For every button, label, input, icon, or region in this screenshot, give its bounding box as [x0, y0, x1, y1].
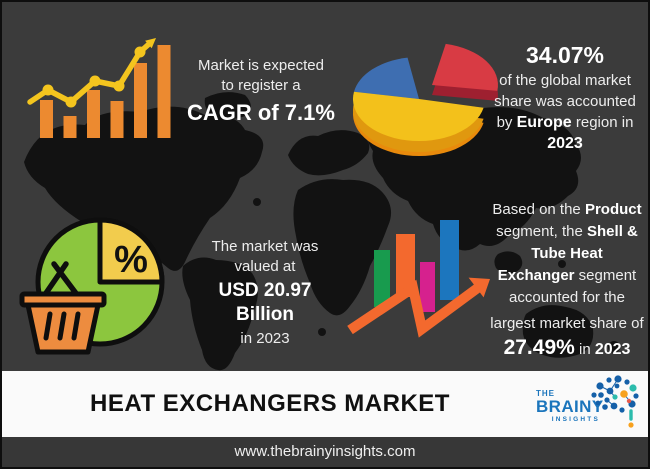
- regional-share-pie-chart: [352, 43, 498, 157]
- cagr-statement: Market is expected to register a CAGR of…: [183, 56, 339, 126]
- brain-dot-teal2: [612, 394, 618, 400]
- logo-word-brainy: BRAINY: [536, 397, 604, 416]
- brain-dot-teal: [629, 384, 637, 392]
- brain-dot-red: [626, 398, 632, 404]
- website-url: www.thebrainyinsights.com: [234, 443, 416, 460]
- exclamation-dot: [628, 422, 634, 428]
- segment-bars-icon: [347, 220, 490, 338]
- percent-wedge: [97, 217, 165, 285]
- title-bar: HEAT EXCHANGERS MARKET THE BRAINY INSIGH…: [2, 371, 648, 437]
- value-stat: USD 20.97 Billion: [218, 280, 312, 325]
- shopping-basket-icon: [19, 261, 107, 355]
- value-line3: in 2023: [240, 330, 290, 347]
- map-australia: [522, 305, 594, 358]
- brand-logo: THE BRAINY INSIGHTS: [530, 373, 642, 435]
- cagr-line1: Market is expected: [198, 57, 324, 74]
- value-line2: valued at: [234, 258, 296, 275]
- brain-dot-orange: [620, 390, 628, 398]
- europe-share-statement: 34.07% of the global market share was acc…: [486, 42, 644, 154]
- bar-orange: [396, 234, 415, 297]
- bar-green: [374, 250, 390, 307]
- product-segment-statement: Based on the Product segment, the Shell &…: [490, 201, 644, 359]
- cagr-line2: to register a: [221, 77, 301, 94]
- map-island-1: [608, 341, 620, 353]
- brain-dots-icon: [591, 375, 639, 428]
- website-bar: www.thebrainyinsights.com: [2, 437, 648, 467]
- map-island-2: [558, 260, 566, 268]
- europe-share-lines: of the global market share was accounted b…: [494, 72, 636, 152]
- europe-share-stat: 34.07%: [525, 42, 604, 68]
- brand-logo-text: THE BRAINY INSIGHTS: [536, 389, 604, 423]
- cagr-stat: CAGR of 7.1%: [187, 100, 335, 125]
- logo-word-the: THE: [536, 389, 555, 398]
- map-north-america: [24, 106, 264, 271]
- map-island-4: [253, 198, 261, 206]
- pie-slice-yellow: [352, 91, 484, 142]
- zigzag-arrowhead: [468, 277, 490, 298]
- map-south-america: [182, 257, 258, 371]
- bar-blue: [440, 220, 459, 300]
- map-southeast-asia: [494, 251, 523, 274]
- value-line1: The market was: [211, 238, 319, 255]
- pie-slice-blue: [354, 57, 419, 99]
- logo-word-insights: INSIGHTS: [551, 416, 600, 423]
- map-africa: [293, 179, 392, 316]
- page-title: HEAT EXCHANGERS MARKET: [90, 390, 450, 417]
- pie-slice-red-exploded: [432, 43, 498, 91]
- trend-arrowhead: [145, 38, 156, 49]
- percent-symbol: %: [114, 239, 148, 281]
- zigzag-arrow-line: [347, 279, 482, 338]
- map-europe: [288, 130, 370, 176]
- map-island-3: [318, 328, 326, 336]
- percent-basket-icon: %: [19, 217, 165, 355]
- growth-bar-chart-icon: [27, 38, 171, 138]
- market-value-statement: The market was valued at USD 20.97 Billi…: [189, 237, 341, 349]
- bar-magenta: [420, 262, 435, 312]
- map-greenland: [204, 92, 251, 120]
